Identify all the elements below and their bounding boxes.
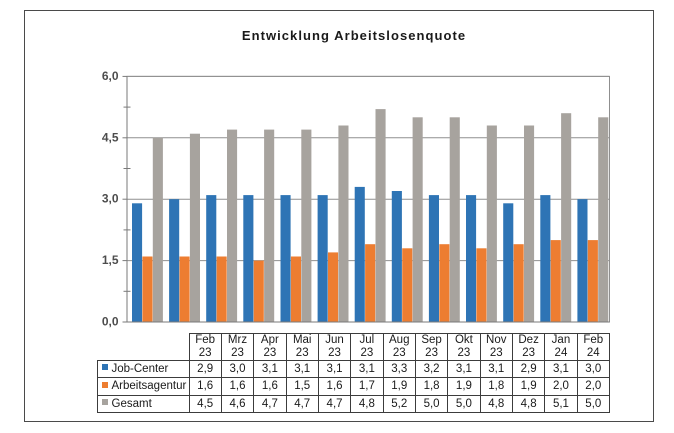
svg-text:6,0: 6,0: [102, 69, 119, 83]
svg-text:4,5: 4,5: [102, 130, 119, 144]
svg-text:1,5: 1,5: [102, 253, 119, 267]
svg-text:3,0: 3,0: [102, 192, 119, 206]
svg-text:0,0: 0,0: [102, 315, 119, 329]
